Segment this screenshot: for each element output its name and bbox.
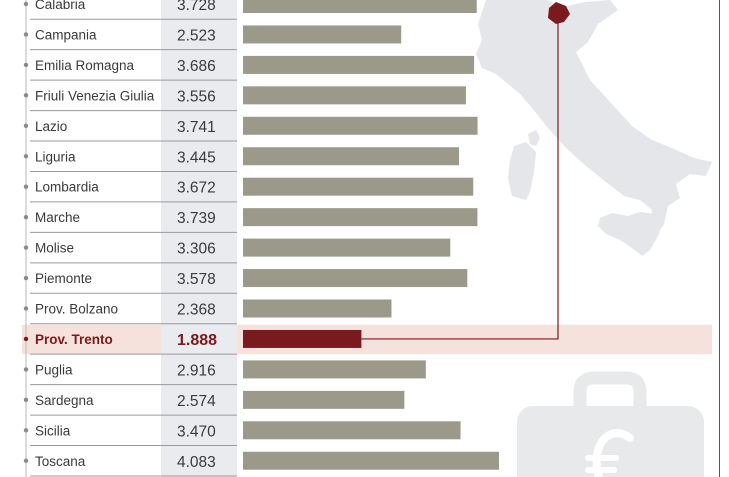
row-marker: [23, 458, 29, 463]
category-label: Friuli Venezia Giulia: [35, 88, 155, 103]
value-label: 3.470: [177, 423, 216, 440]
value-label: 1.888: [177, 332, 217, 349]
bar: [243, 299, 392, 318]
bar: [243, 147, 459, 166]
row-marker: [23, 32, 29, 37]
bar: [243, 329, 362, 348]
row-marker: [23, 245, 29, 250]
category-label: Toscana: [35, 454, 86, 469]
row-marker: [23, 336, 29, 342]
bar: [243, 208, 478, 227]
italy-mainland: [476, 0, 712, 236]
value-label: 3.728: [177, 0, 216, 14]
bar: [243, 25, 402, 44]
value-label: 3.672: [177, 180, 216, 197]
frame-border: [719, 0, 720, 477]
row-marker: [23, 306, 29, 311]
category-label: Sicilia: [35, 423, 71, 438]
category-label: Sardegna: [35, 393, 94, 408]
value-label: 3.445: [177, 149, 216, 166]
category-label: Lazio: [35, 119, 67, 134]
euro-sign-arc: [592, 429, 634, 477]
bar: [243, 116, 478, 135]
category-label: Molise: [35, 241, 74, 256]
value-label: 3.741: [177, 119, 216, 136]
trentino-region: [548, 2, 570, 24]
row-marker: [23, 1, 29, 7]
bar: [243, 390, 405, 409]
bar: [243, 86, 466, 105]
row-marker: [23, 154, 29, 159]
bar: [243, 238, 451, 257]
category-label: Piemonte: [35, 271, 92, 286]
row-marker: [23, 367, 29, 372]
bar: [243, 269, 468, 288]
bar: [243, 0, 477, 13]
value-label: 2.916: [177, 362, 216, 379]
category-label: Prov. Trento: [35, 332, 113, 347]
row-marker: [23, 428, 29, 433]
italy-map: [476, 0, 712, 256]
suitcase-body: [517, 406, 704, 477]
bar: [243, 421, 461, 440]
value-column: [161, 0, 237, 477]
sicily-island: [598, 212, 664, 256]
value-label: 3.578: [177, 271, 216, 288]
row-marker: [23, 214, 29, 220]
value-label: 3.556: [177, 88, 216, 105]
value-label: 2.523: [177, 27, 216, 44]
value-label: 2.368: [177, 302, 216, 319]
category-label: Campania: [35, 27, 97, 42]
category-label: Calabria: [35, 0, 86, 12]
bar: [243, 177, 474, 196]
suitcase-handle: [573, 371, 647, 410]
corsica-tip: [528, 130, 540, 146]
highlight-connector: [361, 22, 559, 340]
value-label: 3.306: [177, 241, 216, 258]
bar: [243, 451, 499, 470]
category-label: Lombardia: [35, 180, 99, 195]
category-label: Prov. Bolzano: [35, 302, 118, 317]
category-label: Liguria: [35, 149, 76, 164]
category-label: Puglia: [35, 362, 73, 377]
value-label: 3.686: [177, 58, 216, 75]
row-marker: [23, 62, 29, 68]
row-marker: [23, 397, 29, 403]
bar: [243, 360, 426, 379]
bar: [243, 55, 475, 74]
category-label: Marche: [35, 210, 80, 225]
row-marker: [23, 93, 29, 98]
suitcase-euro-icon: [517, 371, 704, 477]
row-marker: [23, 275, 29, 281]
value-label: 4.083: [177, 454, 216, 471]
sardinia-island: [508, 142, 536, 200]
value-label: 3.739: [177, 210, 216, 227]
row-marker: [23, 123, 29, 128]
row-marker: [23, 184, 29, 189]
value-label: 2.574: [177, 393, 216, 410]
category-label: Emilia Romagna: [35, 58, 135, 73]
